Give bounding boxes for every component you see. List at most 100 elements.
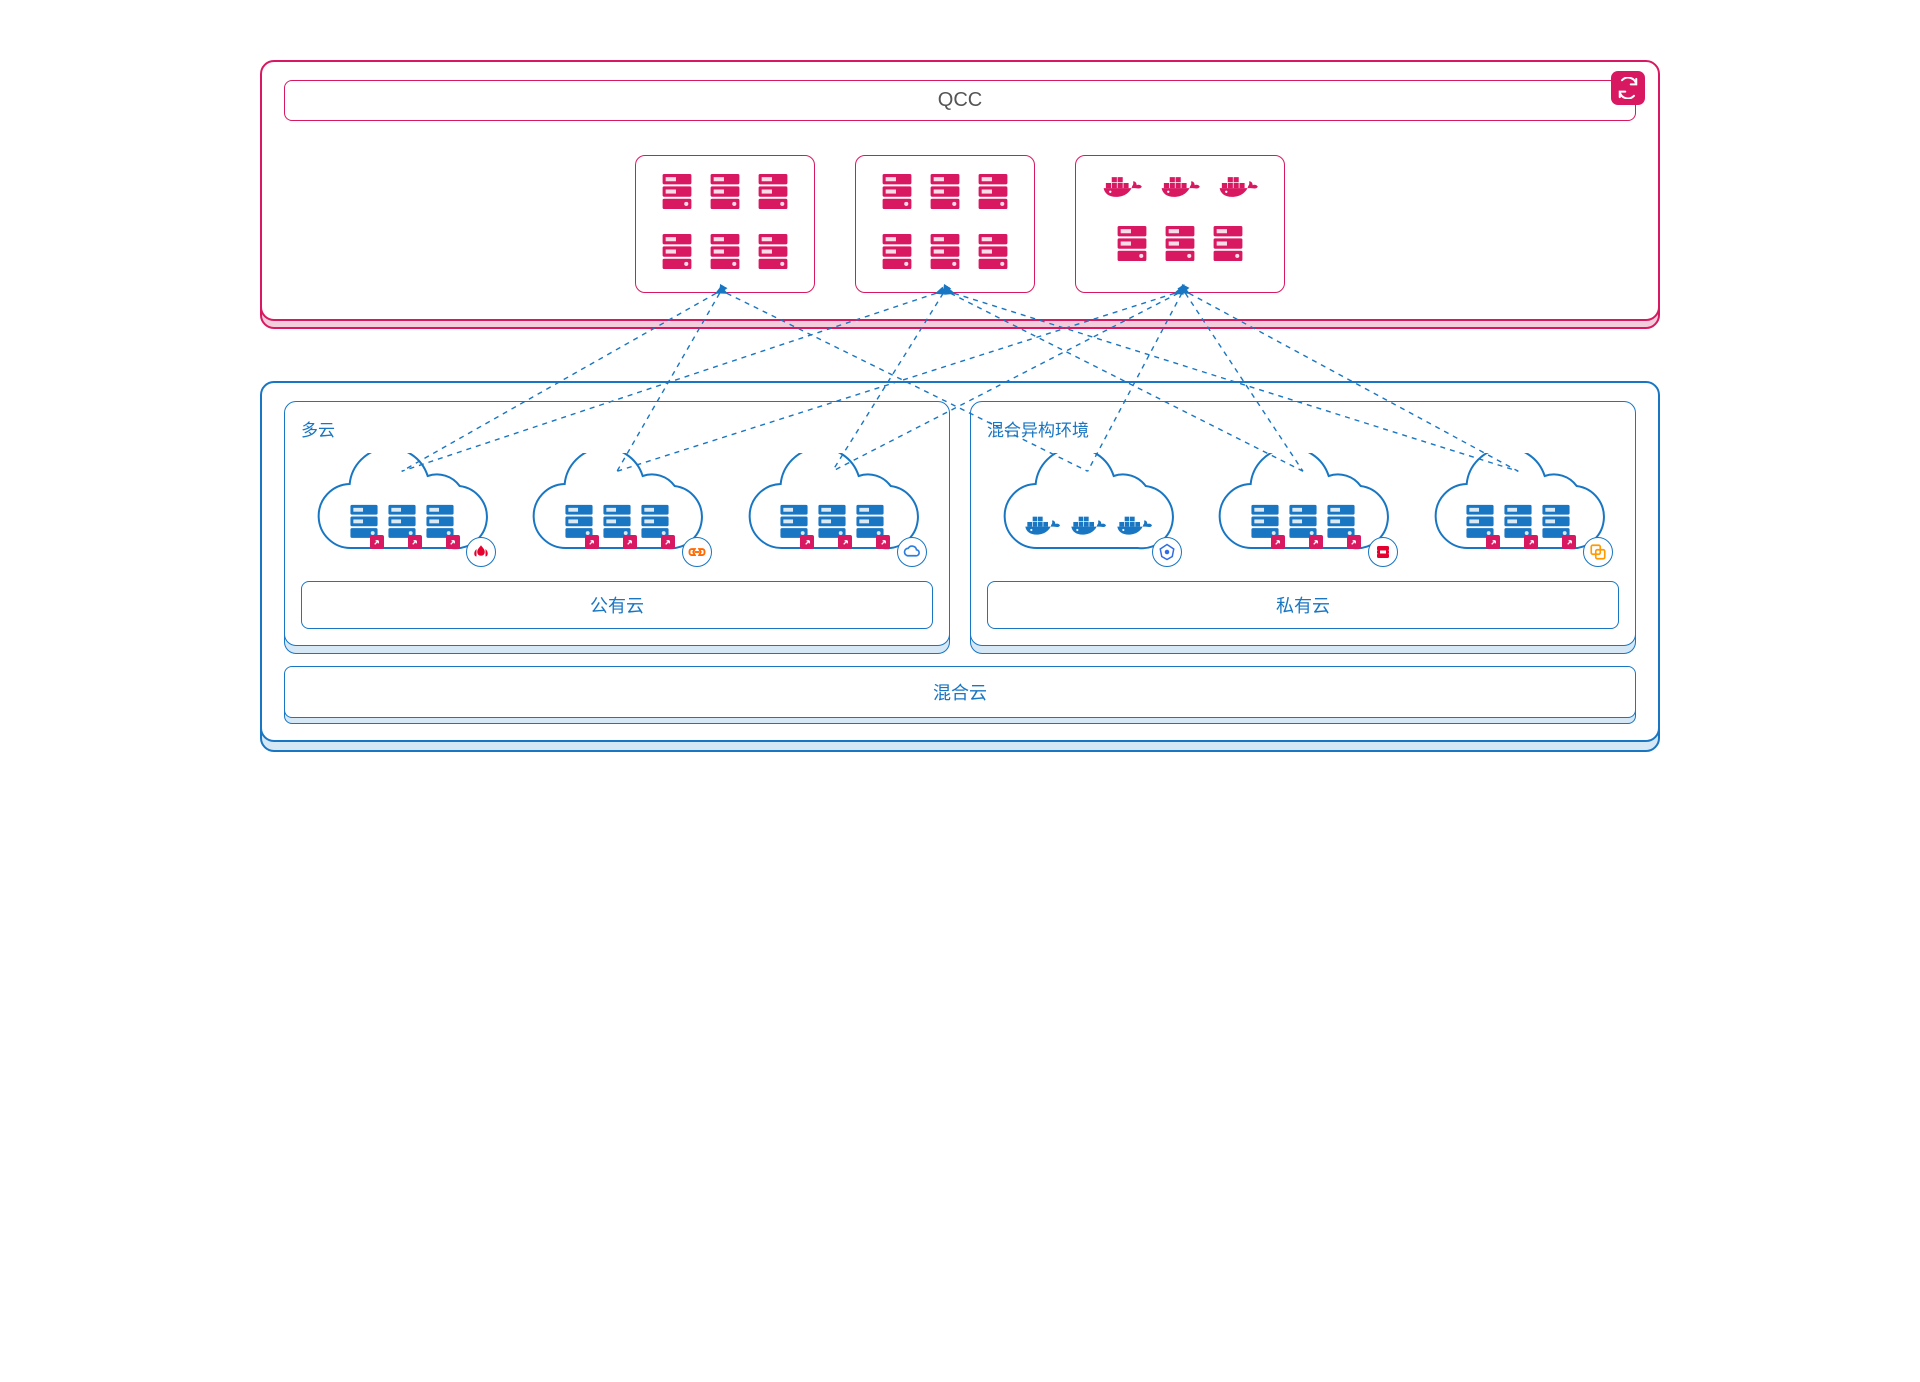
server-icon: [348, 503, 380, 545]
server-icon: [1464, 503, 1496, 545]
server-icon: [756, 172, 790, 211]
server-icon: [1115, 224, 1149, 268]
qcc-group: [1075, 155, 1285, 293]
vmware-icon: [1583, 537, 1613, 567]
docker-icon: [1158, 172, 1202, 208]
cloud-row: [987, 453, 1619, 563]
server-icon: [928, 232, 962, 271]
server-icon: [708, 172, 742, 216]
multi-cloud-title: 多云: [301, 416, 933, 441]
hybrid-env-section: 混合异构环境: [970, 401, 1636, 646]
qcc-group: [635, 155, 815, 293]
docker-icon: [1022, 512, 1062, 545]
docker-icon: [1100, 172, 1144, 203]
tencent-icon: [897, 537, 927, 567]
server-icon: [639, 503, 671, 545]
agent-badge-icon: [370, 535, 384, 549]
server-icon: [880, 172, 914, 216]
server-icon: [1249, 503, 1281, 545]
multi-cloud-section: 多云: [284, 401, 950, 646]
server-icon: [854, 503, 886, 545]
server-icon: [976, 172, 1010, 216]
cloud-row: [301, 453, 933, 563]
docker-icon: [1216, 172, 1260, 208]
qcc-groups: [284, 155, 1636, 293]
public-cloud-label: 公有云: [301, 581, 933, 629]
server-icon: [1540, 503, 1572, 545]
server-icon: [880, 232, 914, 271]
server-icon: [660, 232, 694, 276]
private-cloud-label: 私有云: [987, 581, 1619, 629]
server-icon: [1163, 224, 1197, 263]
agent-badge-icon: [446, 535, 460, 549]
agent-badge-icon: [408, 535, 422, 549]
cloud-item: [1418, 453, 1619, 563]
server-icon: [976, 232, 1010, 271]
server-icon: [660, 172, 694, 211]
server-icon: [660, 232, 694, 271]
cloud-item: [987, 453, 1188, 563]
docker-icon: [1068, 512, 1108, 540]
server-icon: [1287, 503, 1319, 545]
hybrid-env-title: 混合异构环境: [987, 416, 1619, 441]
docker-icon: [1068, 512, 1108, 545]
server-icon: [756, 232, 790, 271]
server-icon: [1211, 224, 1245, 268]
qcc-group: [855, 155, 1035, 293]
server-icon: [756, 232, 790, 276]
agent-badge-icon: [623, 535, 637, 549]
agent-badge-icon: [585, 535, 599, 549]
server-icon: [708, 232, 742, 271]
agent-badge-icon: [661, 535, 675, 549]
refresh-cycle-icon: [1611, 71, 1645, 105]
server-icon: [708, 232, 742, 276]
server-icon: [1325, 503, 1357, 545]
server-icon: [756, 172, 790, 216]
agent-badge-icon: [1524, 535, 1538, 549]
hybrid-cloud-bar: 混合云: [284, 666, 1636, 718]
docker-icon: [1114, 512, 1154, 545]
infrastructure-section: 多云: [260, 381, 1660, 742]
server-icon: [928, 172, 962, 216]
docker-icon: [1022, 512, 1062, 540]
qcc-title-bar: QCC: [284, 80, 1636, 121]
server-icon: [816, 503, 848, 545]
docker-icon: [1100, 172, 1144, 208]
server-icon: [386, 503, 418, 545]
hybrid-cloud-label: 混合云: [284, 666, 1636, 718]
agent-badge-icon: [838, 535, 852, 549]
server-icon: [708, 172, 742, 211]
server-icon: [1163, 224, 1197, 268]
server-icon: [1211, 224, 1245, 263]
server-icon: [778, 503, 810, 545]
server-icon: [880, 172, 914, 211]
agent-badge-icon: [876, 535, 890, 549]
server-icon: [563, 503, 595, 545]
server-icon: [660, 172, 694, 216]
agent-badge-icon: [1347, 535, 1361, 549]
agent-badge-icon: [1309, 535, 1323, 549]
docker-icon: [1114, 512, 1154, 540]
docker-icon: [1158, 172, 1202, 203]
cloud-item: [301, 453, 502, 563]
qcc-section: QCC: [260, 60, 1660, 321]
server-icon: [424, 503, 456, 545]
server-icon: [928, 172, 962, 211]
agent-badge-icon: [1271, 535, 1285, 549]
server-icon: [1115, 224, 1149, 263]
docker-icon: [1216, 172, 1260, 203]
agent-badge-icon: [1486, 535, 1500, 549]
server-icon: [1502, 503, 1534, 545]
cloud-item: [732, 453, 933, 563]
qcc-title: QCC: [938, 89, 982, 111]
server-icon: [976, 172, 1010, 211]
alibaba-icon: [682, 537, 712, 567]
cloud-item: [516, 453, 717, 563]
openstack-icon: [1368, 537, 1398, 567]
agent-badge-icon: [800, 535, 814, 549]
server-icon: [880, 232, 914, 276]
agent-badge-icon: [1562, 535, 1576, 549]
server-icon: [976, 232, 1010, 276]
server-icon: [928, 232, 962, 276]
cloud-item: [1202, 453, 1403, 563]
